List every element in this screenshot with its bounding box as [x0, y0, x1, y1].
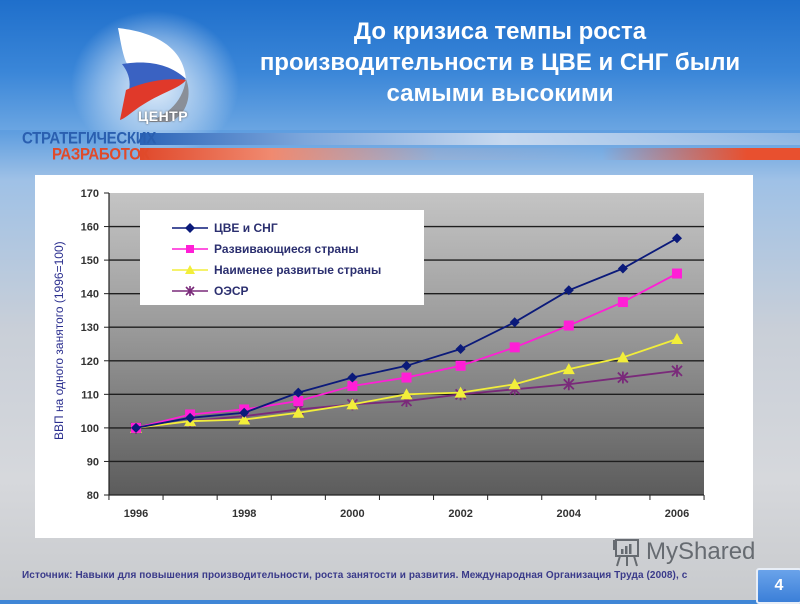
data-point [347, 372, 358, 383]
data-point [562, 363, 575, 375]
logo-centr-text: ЦЕНТР [138, 108, 189, 124]
data-point [672, 268, 682, 279]
y-axis-ticks: 170 160 150 140 130 120 110 100 90 80 [81, 188, 109, 502]
data-point [454, 386, 467, 398]
data-point [671, 332, 683, 344]
watermark-text: MyShared [646, 538, 756, 565]
data-point [292, 406, 305, 418]
page-number-badge: 4 [756, 568, 800, 604]
legend-triangle-marker-icon [172, 265, 208, 274]
y-tick-label: 90 [87, 456, 99, 468]
y-tick-label: 160 [81, 222, 99, 234]
data-point [401, 360, 412, 371]
data-point [238, 413, 251, 425]
brand-line-2: РАЗРАБОТОК [52, 145, 150, 164]
data-point [293, 396, 304, 407]
legend-item-least-developed: Наименее развитые страны [172, 260, 381, 280]
x-tick-label: 1996 [124, 508, 148, 520]
legend-star-marker-icon [172, 286, 208, 296]
x-axis-ticks: 1996 1998 2000 2002 2004 2006 [108, 495, 705, 520]
data-series [130, 233, 683, 434]
data-point [508, 378, 521, 390]
y-axis-label: ВВП на одного занятого (1996=100) [52, 241, 66, 440]
data-point [346, 398, 359, 410]
legend-square-marker-icon [172, 245, 208, 253]
data-point [563, 320, 574, 331]
x-tick-label: 2004 [557, 508, 582, 520]
data-point [293, 387, 304, 398]
data-point [185, 412, 196, 423]
chart-legend: ЦВЕ и СНГ Развивающиеся страны Наименее … [140, 210, 424, 305]
data-point [347, 380, 358, 391]
legend-item-developing: Развивающиеся страны [172, 239, 359, 259]
data-point [401, 372, 412, 383]
legend-label: Развивающиеся страны [214, 242, 359, 256]
data-point [455, 344, 466, 355]
brand-line-1: СТРАТЕГИЧЕСКИХ [22, 129, 156, 148]
myshared-watermark: MyShared [610, 536, 755, 568]
data-point [131, 422, 141, 433]
data-point [616, 351, 629, 363]
title-line: До кризиса темпы роста [353, 18, 647, 45]
y-tick-label: 80 [87, 490, 99, 502]
data-point [563, 378, 575, 391]
legend-diamond-marker-icon [172, 223, 208, 233]
data-point [671, 364, 683, 377]
data-point [617, 297, 628, 308]
data-point [455, 360, 466, 371]
data-point [509, 317, 520, 328]
y-tick-label: 110 [81, 389, 99, 401]
presentation-board-icon [613, 539, 639, 567]
data-point [672, 233, 682, 244]
y-tick-label: 140 [81, 289, 99, 301]
legend-item-oecd: ОЭСР [172, 281, 249, 301]
y-tick-label: 120 [81, 356, 99, 368]
legend-label: ОЭСР [214, 284, 249, 298]
data-point [563, 285, 574, 296]
logo-sail-icon [118, 28, 189, 122]
slide-title: До кризиса темпы роста производительност… [220, 16, 780, 109]
y-tick-label: 170 [81, 188, 99, 200]
y-tick-label: 150 [81, 255, 99, 267]
header-stripe-red [140, 148, 800, 160]
header-stripe-blue [140, 133, 800, 145]
legend-item-cee-cis: ЦВЕ и СНГ [172, 218, 278, 238]
x-tick-label: 2002 [448, 508, 472, 520]
data-point [239, 407, 250, 418]
data-point [509, 342, 520, 353]
data-point [617, 371, 629, 384]
legend-label: Наименее развитые страны [214, 263, 382, 277]
x-tick-label: 1998 [232, 508, 256, 520]
legend-label: ЦВЕ и СНГ [214, 221, 278, 235]
data-point [617, 263, 628, 274]
y-tick-label: 130 [81, 322, 99, 334]
source-citation: Источник: Навыки для повышения производи… [22, 570, 688, 581]
x-tick-label: 2000 [340, 508, 364, 520]
title-line: самыми высокими [386, 80, 614, 107]
y-tick-label: 100 [81, 423, 99, 435]
title-line: производительности в ЦВЕ и СНГ были [259, 49, 741, 76]
data-point [400, 388, 413, 400]
x-tick-label: 2006 [665, 508, 689, 520]
